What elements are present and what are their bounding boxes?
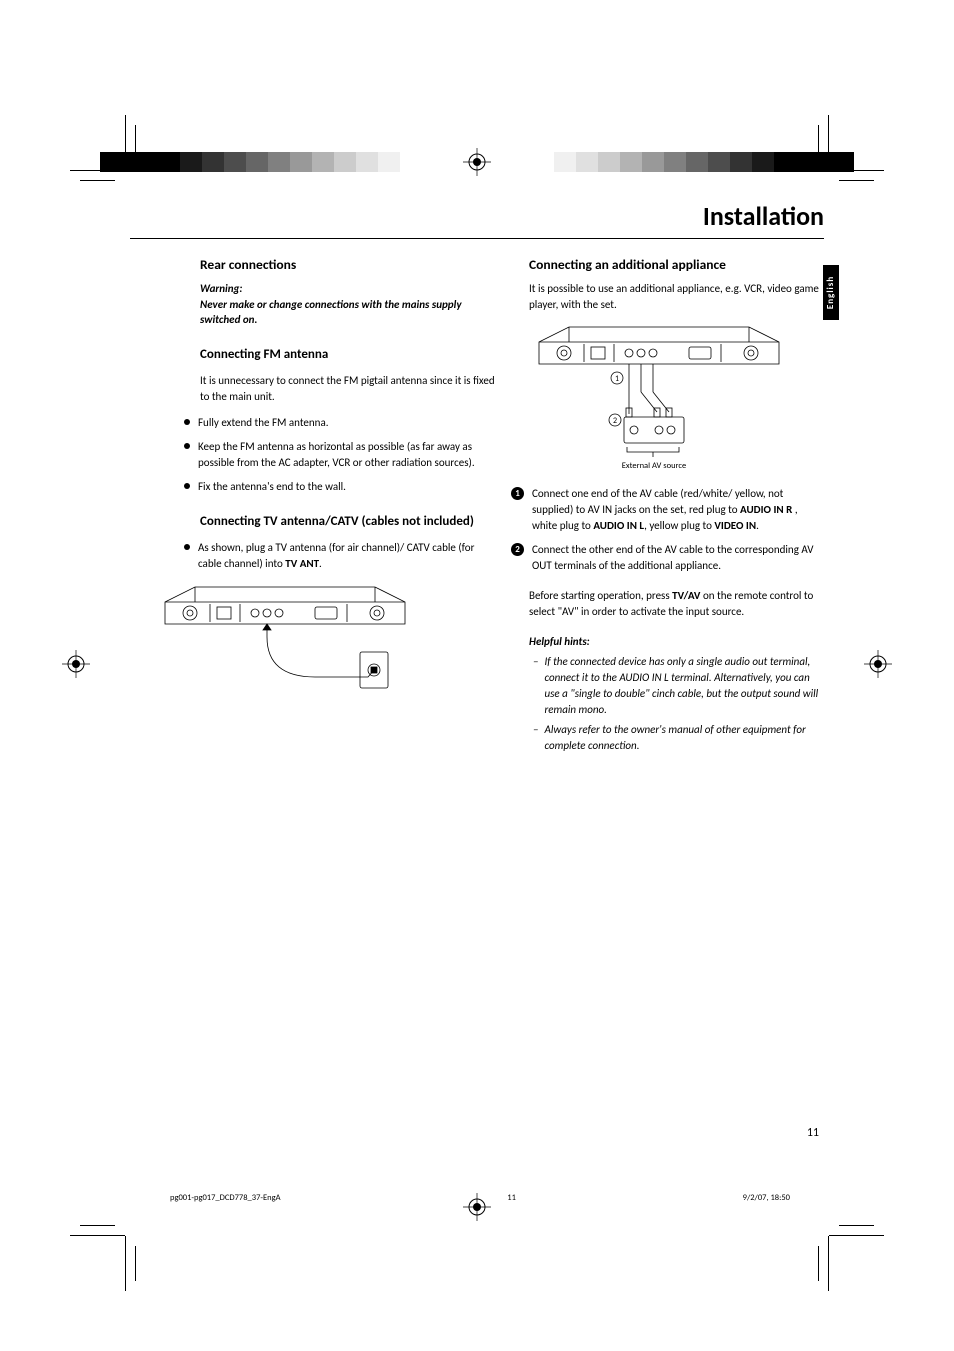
left-column: Rear connections Warning: Never make or … — [130, 251, 495, 758]
registration-mark-right — [864, 650, 892, 678]
helpful-hints-label: Helpful hints: — [529, 634, 824, 650]
tv-antenna-diagram — [155, 582, 495, 697]
rule-top — [130, 238, 824, 239]
footer-datetime: 9/2/07, 18:50 — [743, 1193, 790, 1203]
warning-label: Warning: — [200, 281, 495, 297]
bullet-icon — [184, 544, 190, 550]
before-operation: Before starting operation, press TV/AV o… — [529, 588, 824, 620]
heading-tv-antenna: Connecting TV antenna/CATV (cables not i… — [200, 513, 495, 532]
page-number: 11 — [807, 1126, 819, 1140]
warning-text: Never make or change connections with th… — [200, 297, 495, 329]
fm-bullet-2: Keep the FM antenna as horizontal as pos… — [198, 439, 495, 471]
registration-mark-left — [62, 650, 90, 678]
footer-page: 11 — [281, 1193, 743, 1203]
diagram-label: External AV source — [622, 461, 686, 471]
heading-rear-connections: Rear connections — [200, 255, 495, 275]
fm-bullet-3: Fix the antenna's end to the wall. — [198, 479, 346, 495]
language-tab-label: English — [826, 276, 837, 309]
step-number-1: 1 — [511, 487, 524, 500]
chapter-title: Installation — [130, 200, 824, 232]
footer-filename: pg001-pg017_DCD778_37-EngA — [170, 1193, 281, 1203]
hint-1: –If the connected device has only a sing… — [529, 654, 824, 718]
registration-mark-top — [463, 148, 491, 176]
page-content: Installation Rear connections Warning: N… — [130, 200, 824, 1180]
bullet-icon — [184, 419, 190, 425]
print-footer: pg001-pg017_DCD778_37-EngA 11 9/2/07, 18… — [170, 1193, 790, 1203]
language-tab: English — [823, 265, 839, 320]
step-1-text: Connect one end of the AV cable (red/whi… — [532, 486, 824, 534]
svg-text:1: 1 — [615, 374, 619, 384]
color-bar-left — [100, 148, 445, 176]
av-connection-diagram: 1 2 — [529, 322, 824, 472]
fm-intro: It is unnecessary to connect the FM pigt… — [200, 373, 495, 405]
step-2-text: Connect the other end of the AV cable to… — [532, 542, 824, 574]
add-intro: It is possible to use an additional appl… — [529, 281, 824, 313]
tv-bullet-1: As shown, plug a TV antenna (for air cha… — [198, 540, 495, 572]
heading-additional-appliance: Connecting an additional appliance — [529, 255, 824, 275]
svg-text:2: 2 — [613, 416, 617, 426]
heading-fm-antenna: Connecting FM antenna — [200, 346, 495, 365]
step-number-2: 2 — [511, 543, 524, 556]
right-column: Connecting an additional appliance It is… — [529, 251, 824, 758]
color-bar-right — [554, 148, 854, 176]
hint-2: –Always refer to the owner's manual of o… — [529, 722, 824, 754]
bullet-icon — [184, 443, 190, 449]
fm-bullet-1: Fully extend the FM antenna. — [198, 415, 329, 431]
bullet-icon — [184, 483, 190, 489]
